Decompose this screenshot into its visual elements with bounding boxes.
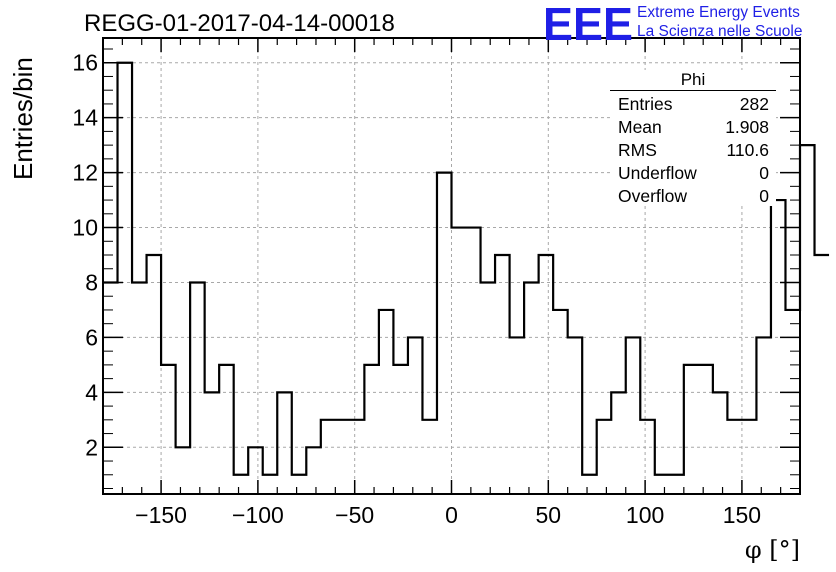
x-tick-label: 0 xyxy=(445,502,458,528)
stats-value: 282 xyxy=(739,94,769,114)
logo-letters: EEE xyxy=(543,0,633,44)
y-tick-label: 4 xyxy=(85,379,98,405)
stats-label: RMS xyxy=(618,140,657,160)
logo-line-1: Extreme Energy Events xyxy=(637,4,800,21)
x-tick-label: 150 xyxy=(723,502,761,528)
y-axis-label: Entries/bin xyxy=(8,57,38,180)
eee-logo: EEE xyxy=(543,0,633,44)
y-tick-label: 8 xyxy=(85,269,98,295)
logo-caption: Extreme Energy Events La Scienza nelle S… xyxy=(637,3,802,41)
x-tick-label: −50 xyxy=(335,502,374,528)
x-tick-label: −100 xyxy=(232,502,284,528)
x-tick-label: −150 xyxy=(135,502,187,528)
logo-line-2: La Scienza nelle Scuole xyxy=(637,23,803,40)
histogram-outline xyxy=(103,61,830,476)
x-tick-label: 100 xyxy=(626,502,664,528)
stats-value: 0 xyxy=(759,163,769,183)
y-tick-label: 16 xyxy=(72,50,98,76)
y-tick-label: 2 xyxy=(85,434,98,460)
stats-row-overflow: Overflow 0 xyxy=(610,185,776,208)
y-tick-label: 12 xyxy=(72,160,98,186)
y-tick-label: 10 xyxy=(72,215,98,241)
stats-label: Overflow xyxy=(618,186,688,206)
x-tick-label: 50 xyxy=(536,502,562,528)
stats-row-entries: Entries 282 xyxy=(610,93,776,116)
stats-label: Entries xyxy=(618,94,673,114)
stats-value: 110.6 xyxy=(726,140,770,160)
chart-title: REGG-01-2017-04-14-00018 xyxy=(84,10,395,37)
stats-value: 0 xyxy=(759,186,769,206)
y-tick-label: 14 xyxy=(72,105,98,131)
stats-box: Phi Entries 282 Mean 1.908 RMS 110.6 Und… xyxy=(610,70,776,206)
y-tick-label: 6 xyxy=(85,324,98,350)
stats-title: Phi xyxy=(610,70,776,91)
stats-value: 1.908 xyxy=(725,117,769,137)
stats-label: Underflow xyxy=(618,163,697,183)
stats-row-mean: Mean 1.908 xyxy=(610,116,776,139)
stats-label: Mean xyxy=(618,117,662,137)
axis-ticks: −150 −100 −50 0 50 100 150 2 4 6 8 10 12 14 16 xyxy=(72,38,801,528)
stats-row-rms: RMS 110.6 xyxy=(610,139,776,162)
stats-row-underflow: Underflow 0 xyxy=(610,162,776,185)
x-axis-label: φ [°] xyxy=(745,536,800,564)
